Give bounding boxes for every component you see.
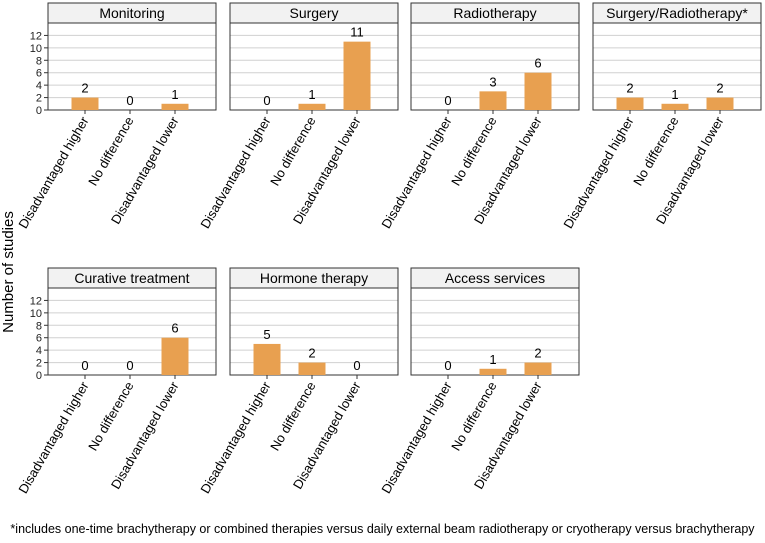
value-label: 2 [81, 81, 88, 96]
value-label: 2 [716, 81, 723, 96]
value-label: 0 [444, 93, 451, 108]
y-tick-label: 12 [30, 30, 42, 42]
facet-panel: Access services 0 Disadvantaged higher 1 No … [378, 267, 580, 496]
footnote: *includes one-time brachytherapy or comb… [10, 522, 755, 536]
y-tick-label: 0 [36, 370, 42, 382]
panel-border [47, 287, 217, 376]
facet-panel: Radiotherapy 0 Disadvantaged higher 3 No dif… [378, 2, 580, 231]
panel-title: Radiotherapy [453, 5, 536, 21]
y-tick-label: 4 [36, 80, 42, 92]
bar [661, 103, 689, 110]
panel-frame [592, 22, 762, 111]
y-tick-label: 10 [30, 308, 42, 320]
value-label: 6 [534, 56, 541, 71]
y-tick-label: 2 [36, 358, 42, 370]
bar [479, 368, 507, 375]
x-tick-label: No difference [85, 379, 137, 453]
y-tick-label: 4 [36, 345, 42, 357]
facet-panel: Surgery/Radiotherapy* 2 Disadvantaged high… [560, 2, 762, 231]
panel-frame [410, 287, 580, 376]
bar [343, 41, 371, 111]
value-label: 0 [126, 358, 133, 373]
panel-title: Hormone therapy [260, 270, 368, 286]
bar [161, 337, 189, 375]
x-tick-label: No difference [267, 379, 319, 453]
y-axis-label: Number of studies [0, 211, 17, 333]
panel-title: Surgery/Radiotherapy* [606, 5, 748, 21]
facet-panel: Surgery 0 Disadvantaged higher 1 No differen… [197, 2, 399, 231]
bar [298, 103, 326, 110]
x-tick-label: No difference [85, 114, 137, 188]
value-label: 11 [350, 25, 364, 40]
y-tick-label: 6 [36, 333, 42, 345]
y-tick-label: 2 [36, 93, 42, 105]
x-tick-label: Disadvantaged higher [560, 113, 637, 231]
panel-title: Surgery [289, 5, 338, 21]
bar [524, 362, 552, 375]
value-label: 1 [308, 87, 315, 102]
value-label: 2 [534, 346, 541, 361]
y-tick-label: 10 [30, 43, 42, 55]
value-label: 1 [171, 87, 178, 102]
value-label: 0 [126, 93, 133, 108]
y-tick-label: 6 [36, 68, 42, 80]
value-label: 0 [353, 358, 360, 373]
x-tick-label: Disadvantaged higher [197, 378, 274, 496]
bar [298, 362, 326, 375]
x-tick-label: Disadvantaged higher [15, 113, 92, 231]
x-tick-label: No difference [267, 114, 319, 188]
x-tick-label: Disadvantaged higher [15, 378, 92, 496]
panel-border [47, 22, 217, 111]
facet-panel: Hormone therapy 5 Disadvantaged higher 2 No … [197, 267, 399, 496]
y-tick-label: 8 [36, 320, 42, 332]
y-tick-label: 12 [30, 295, 42, 307]
bar [71, 97, 99, 110]
value-label: 1 [671, 87, 678, 102]
y-tick-label: 0 [36, 105, 42, 117]
bar [706, 97, 734, 110]
x-tick-label: Disadvantaged higher [378, 378, 455, 496]
facet-panel: Curative treatment0246810120Disadvantage… [15, 267, 217, 496]
value-label: 3 [489, 74, 496, 89]
x-tick-label: Disadvantaged higher [197, 113, 274, 231]
value-label: 0 [444, 358, 451, 373]
bar [161, 103, 189, 110]
panel-title: Access services [445, 270, 545, 286]
x-tick-label: No difference [448, 379, 500, 453]
x-tick-label: No difference [630, 114, 682, 188]
panel-frame [47, 22, 217, 111]
bar [524, 72, 552, 110]
bar [253, 343, 281, 375]
bar [616, 97, 644, 110]
value-label: 2 [308, 346, 315, 361]
x-tick-label: No difference [448, 114, 500, 188]
panel-title: Curative treatment [74, 270, 189, 286]
value-label: 0 [81, 358, 88, 373]
value-label: 2 [626, 81, 633, 96]
value-label: 6 [171, 321, 178, 336]
value-label: 5 [263, 327, 270, 342]
x-tick-label: Disadvantaged higher [378, 113, 455, 231]
y-tick-label: 8 [36, 55, 42, 67]
value-label: 0 [263, 93, 270, 108]
panel-title: Monitoring [99, 5, 164, 21]
bar [479, 91, 507, 110]
value-label: 1 [489, 352, 496, 367]
